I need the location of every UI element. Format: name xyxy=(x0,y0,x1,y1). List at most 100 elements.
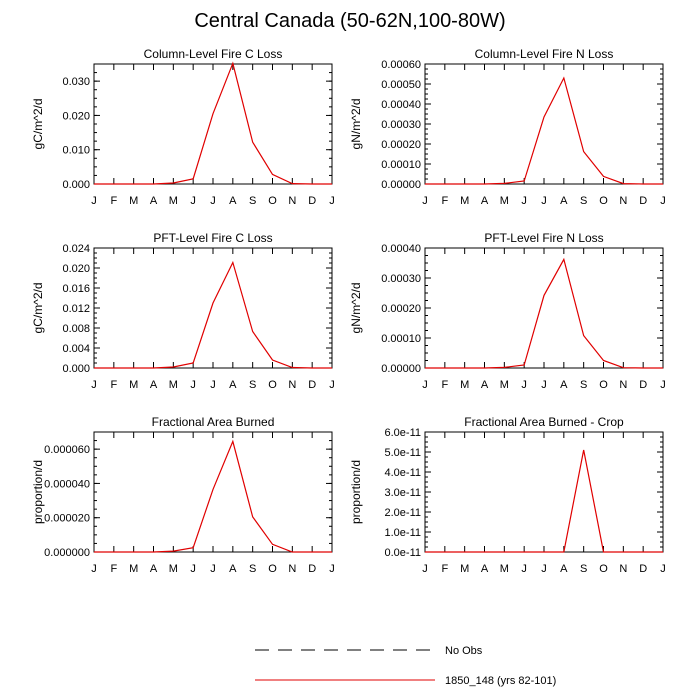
y-tick-label: 0.016 xyxy=(62,283,90,295)
x-tick-label: J xyxy=(329,563,335,575)
x-tick-label: J xyxy=(210,195,216,207)
y-tick-label: 0.012 xyxy=(62,303,90,315)
x-tick-label: A xyxy=(150,379,158,391)
panel-title: Fractional Area Burned xyxy=(152,415,275,429)
x-tick-label: N xyxy=(619,195,627,207)
x-tick-label: F xyxy=(110,195,117,207)
y-tick-label: 0.00050 xyxy=(381,79,421,91)
x-tick-label: J xyxy=(521,563,527,575)
x-tick-label: A xyxy=(150,195,158,207)
x-tick-label: F xyxy=(441,379,448,391)
x-tick-label: J xyxy=(329,379,335,391)
x-tick-label: N xyxy=(288,563,296,575)
y-tick-label: 0.00040 xyxy=(381,99,421,111)
x-tick-label: F xyxy=(110,563,117,575)
x-tick-label: M xyxy=(460,563,469,575)
y-axis-label: gN/m^2/d xyxy=(349,99,363,150)
x-tick-label: D xyxy=(308,379,316,391)
series-line xyxy=(94,61,332,185)
x-tick-label: O xyxy=(268,195,277,207)
x-tick-label: A xyxy=(229,195,237,207)
x-tick-label: A xyxy=(560,563,568,575)
y-tick-label: 2.0e-11 xyxy=(385,507,422,519)
x-tick-label: M xyxy=(500,563,509,575)
x-tick-label: J xyxy=(541,379,547,391)
x-tick-label: S xyxy=(249,195,256,207)
plot-frame xyxy=(93,431,333,553)
x-tick-label: D xyxy=(639,563,647,575)
y-tick-label: 0.030 xyxy=(62,76,90,88)
y-tick-label: 0.000 xyxy=(62,363,90,375)
panel-title: PFT-Level Fire C Loss xyxy=(153,231,272,245)
y-tick-label: 0.00020 xyxy=(381,303,421,315)
y-tick-label: 0.004 xyxy=(62,343,90,355)
x-tick-label: M xyxy=(460,195,469,207)
x-tick-label: A xyxy=(481,379,489,391)
y-tick-label: 0.000000 xyxy=(44,547,90,559)
y-tick-label: 0.00000 xyxy=(381,363,421,375)
x-tick-label: M xyxy=(129,195,138,207)
x-tick-label: D xyxy=(639,379,647,391)
x-tick-label: J xyxy=(521,379,527,391)
page-title: Central Canada (50-62N,100-80W) xyxy=(194,10,506,32)
x-tick-label: M xyxy=(169,379,178,391)
y-tick-label: 0.00010 xyxy=(381,159,421,171)
x-tick-label: J xyxy=(210,379,216,391)
x-tick-label: A xyxy=(560,379,568,391)
x-tick-label: F xyxy=(441,195,448,207)
x-tick-label: J xyxy=(190,195,196,207)
y-tick-label: 0.024 xyxy=(62,243,90,255)
panel-title: PFT-Level Fire N Loss xyxy=(484,231,603,245)
x-tick-label: N xyxy=(288,195,296,207)
y-tick-label: 0.008 xyxy=(62,323,90,335)
x-tick-label: O xyxy=(268,379,277,391)
x-tick-label: J xyxy=(329,195,335,207)
x-tick-label: S xyxy=(249,379,256,391)
y-tick-label: 0.000 xyxy=(62,179,90,191)
y-tick-label: 0.00030 xyxy=(381,273,421,285)
y-axis-label: gN/m^2/d xyxy=(349,283,363,334)
x-tick-label: M xyxy=(169,195,178,207)
x-tick-label: S xyxy=(580,379,587,391)
x-tick-label: O xyxy=(599,379,608,391)
y-tick-label: 0.020 xyxy=(62,110,90,122)
y-tick-label: 0.010 xyxy=(62,145,90,157)
y-tick-label: 4.0e-11 xyxy=(385,467,422,479)
y-tick-label: 0.00030 xyxy=(381,119,421,131)
x-tick-label: N xyxy=(619,379,627,391)
x-tick-label: S xyxy=(580,195,587,207)
x-tick-label: A xyxy=(229,563,237,575)
x-tick-label: S xyxy=(580,563,587,575)
x-tick-label: O xyxy=(268,563,277,575)
plot-frame xyxy=(424,247,664,369)
legend: No Obs 1850_148 (yrs 82-101) xyxy=(255,645,556,687)
y-tick-label: 0.000040 xyxy=(44,478,90,490)
y-tick-label: 0.00060 xyxy=(381,59,421,71)
x-tick-label: J xyxy=(660,195,666,207)
plot-frame xyxy=(93,63,333,185)
plot-frame xyxy=(424,431,664,553)
x-tick-label: J xyxy=(91,379,97,391)
x-tick-label: J xyxy=(190,379,196,391)
x-tick-label: D xyxy=(308,195,316,207)
legend-label: 1850_148 (yrs 82-101) xyxy=(445,675,556,687)
x-tick-label: J xyxy=(91,563,97,575)
y-tick-label: 3.0e-11 xyxy=(385,487,422,499)
x-tick-label: J xyxy=(660,563,666,575)
series-line xyxy=(425,449,663,553)
x-tick-label: M xyxy=(500,379,509,391)
y-tick-label: 0.00040 xyxy=(381,243,421,255)
series-line xyxy=(425,76,663,185)
y-axis-label: proportion/d xyxy=(349,460,363,524)
x-tick-label: F xyxy=(110,379,117,391)
y-tick-label: 1.0e-11 xyxy=(385,527,422,539)
x-tick-label: J xyxy=(91,195,97,207)
plot-frame xyxy=(424,63,664,185)
y-axis-label: gC/m^2/d xyxy=(31,99,45,150)
